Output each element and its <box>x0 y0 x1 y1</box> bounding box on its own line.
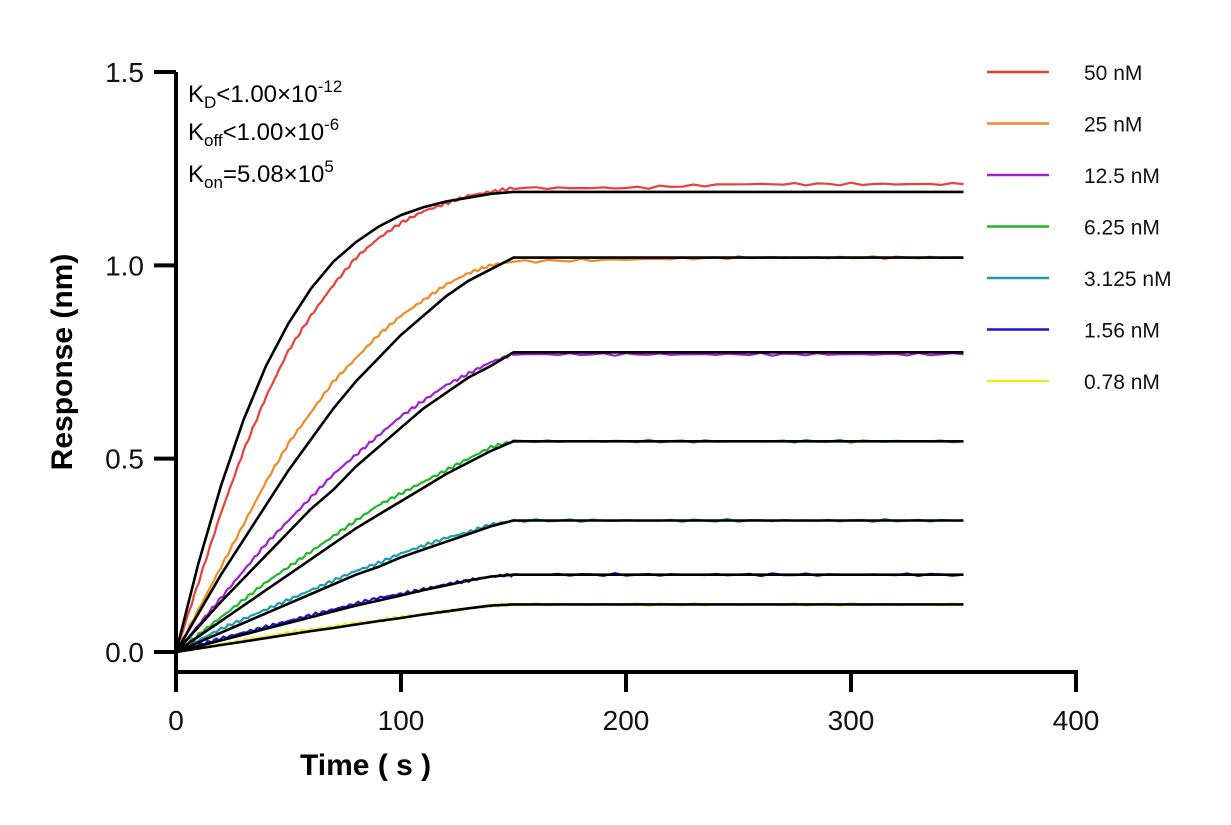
legend-label-3: 12.5 nM <box>1084 165 1160 188</box>
x-tick-label: 200 <box>603 705 650 736</box>
legend-label-7: 0.78 nM <box>1084 371 1160 394</box>
x-tick-label: 0 <box>168 705 184 736</box>
fit-curve-6 <box>175 573 964 654</box>
x-tick-label: 300 <box>828 705 875 736</box>
series-line-6 <box>176 571 964 654</box>
legend-label-4: 6.25 nM <box>1084 217 1160 240</box>
fit-curve-4 <box>175 440 964 654</box>
fit-curve-5 <box>175 519 964 654</box>
kd-annotation: KD<1.00×10-12 <box>188 77 342 112</box>
series-line-2 <box>175 255 964 653</box>
y-tick-label: 0.0 <box>105 637 144 668</box>
legend-label-6: 1.56 nM <box>1084 320 1160 343</box>
fit-curve-3 <box>175 351 964 653</box>
y-tick-label: 0.5 <box>105 444 144 475</box>
fit-curve-1 <box>174 190 964 653</box>
legend-label-1: 50 nM <box>1084 62 1142 85</box>
y-axis-title: Response (nm) <box>46 254 79 471</box>
x-tick-label: 100 <box>378 705 425 736</box>
fit-curve-2 <box>174 256 964 653</box>
legend-label-5: 3.125 nM <box>1084 268 1172 291</box>
legend-label-2: 25 nM <box>1084 114 1142 137</box>
x-axis-title: Time ( s ) <box>300 749 431 782</box>
y-tick-label: 1.0 <box>105 250 144 281</box>
fit-curve-7 <box>175 603 964 654</box>
series-line-7 <box>175 601 964 654</box>
koff-annotation: Koff<1.00×10-6 <box>188 115 339 150</box>
series-line-3 <box>175 351 964 653</box>
y-tick-label: 1.5 <box>105 57 144 88</box>
x-tick-label: 400 <box>1053 705 1100 736</box>
kon-annotation: Kon=5.08×105 <box>188 157 334 192</box>
series-line-1 <box>174 181 964 653</box>
